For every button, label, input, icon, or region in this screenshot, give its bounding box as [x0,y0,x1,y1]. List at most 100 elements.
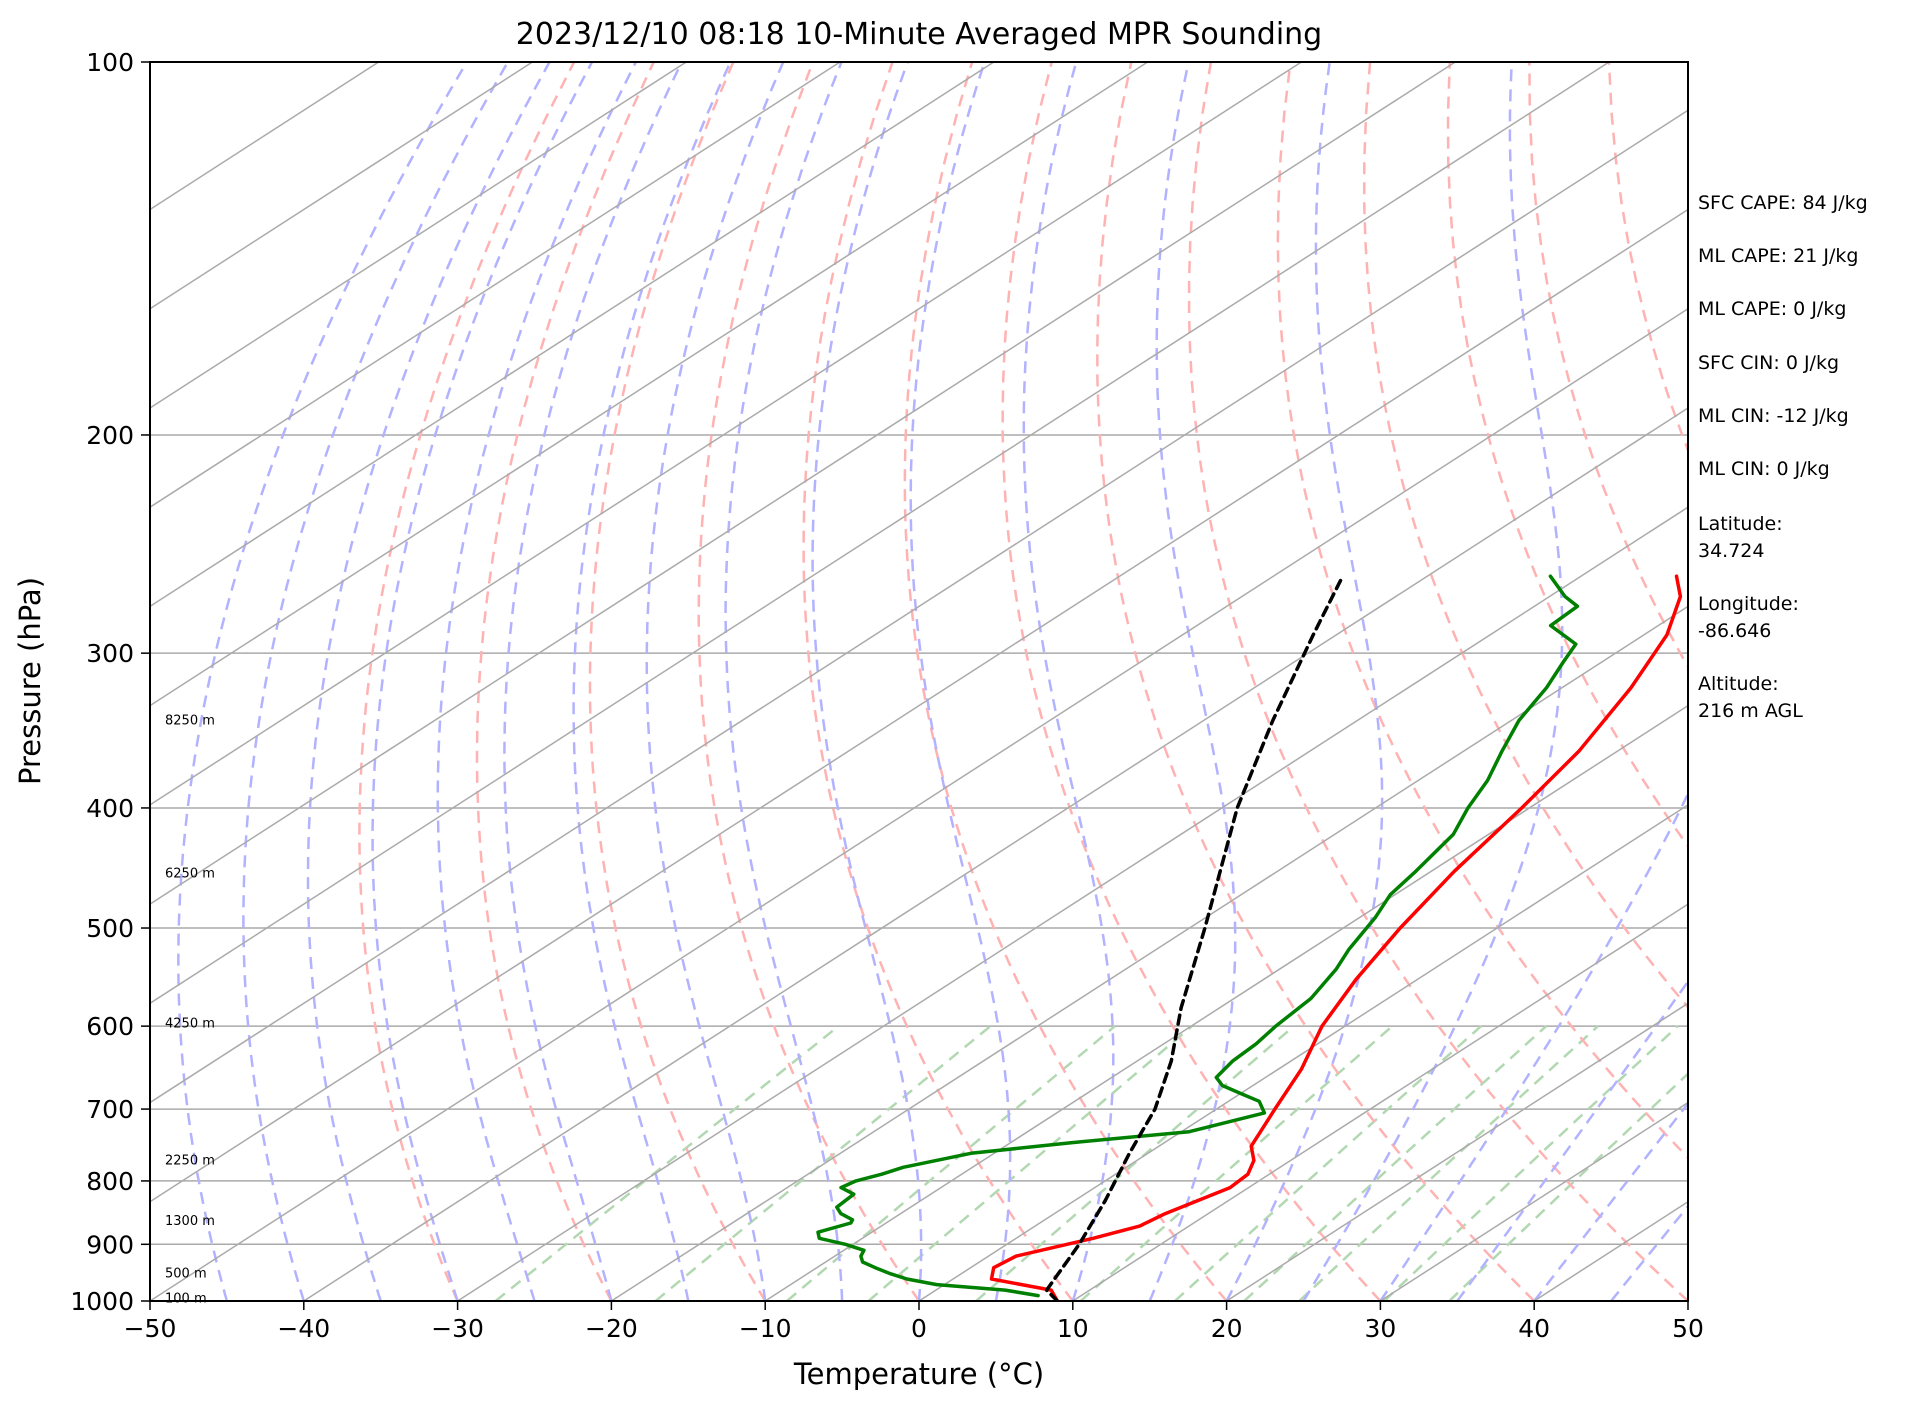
moist-adiabat-line [724,62,844,1301]
moist-adiabat-line [572,62,732,1301]
pressure-gridlines [150,434,1688,1246]
moist-adiabat-line [242,62,509,1301]
isotherm-line [150,62,841,509]
dry-adiabat-line [475,62,655,1301]
info-annotation: 216 m AGL [1698,700,1803,722]
isotherm-line [1072,903,1688,1301]
isotherm-line [150,307,1688,1301]
dry-adiabat-lines [358,62,1688,1301]
x-tick-label: −50 [124,1314,177,1343]
mixing-ratio-line [1079,1025,1394,1301]
height-label: 4250 m [165,1016,215,1031]
info-annotation: ML CAPE: 21 J/kg [1698,245,1858,267]
y-tick-label: 800 [86,1167,134,1196]
height-label: 2250 m [165,1153,215,1168]
moist-adiabat-line [371,62,594,1301]
x-tick-label: −30 [431,1314,484,1343]
chart-title: 2023/12/10 08:18 10-Minute Averaged MPR … [516,17,1322,52]
sounding-series-line-2 [816,574,1580,1298]
info-annotation: 34.724 [1698,540,1764,562]
isotherm-line [150,62,1302,806]
y-tick-label: 500 [86,914,134,943]
height-label: 6250 m [165,867,215,882]
moist-adiabat-line [177,62,468,1301]
dry-adiabat-line [1362,62,1688,1010]
mixing-ratio-line [654,1025,992,1301]
info-annotation: -86.646 [1698,620,1771,642]
info-annotation: SFC CAPE: 84 J/kg [1698,192,1868,214]
y-tick-label: 400 [86,794,134,823]
y-tick-label: 1000 [70,1287,134,1316]
height-label: 500 m [165,1266,207,1281]
isotherm-line [610,605,1688,1301]
x-tick-label: −40 [277,1314,330,1343]
dry-adiabat-line [802,62,1074,1301]
dry-adiabat-line [1187,62,1688,1301]
isotherm-line [1226,1002,1688,1301]
y-tick-label: 300 [86,639,134,668]
height-label: 100 m [165,1291,207,1306]
dry-adiabat-line [588,62,767,1301]
isotherm-line [150,62,995,608]
dry-adiabat-line [697,62,921,1301]
dry-adiabat-line [358,62,576,1301]
info-annotation: SFC CIN: 0 J/kg [1698,352,1839,374]
isotherm-line [150,208,1688,1203]
moist-adiabat-line [1148,62,1237,1301]
moist-adiabat-line [503,62,683,1301]
info-annotation: ML CIN: 0 J/kg [1698,458,1830,480]
y-axis-label: Pressure (hPa) [13,577,47,785]
dry-adiabat-line [903,62,1228,1301]
y-tick-label: 700 [86,1095,134,1124]
moist-adiabat-line [436,62,638,1301]
x-tick-label: 0 [911,1314,927,1343]
moist-adiabat-line [1456,979,1688,1301]
mixing-ratio-line [786,1025,1116,1301]
sounding-series-line-3 [1044,574,1345,1301]
x-tick-label: 50 [1672,1314,1704,1343]
isotherm-lines [150,62,1688,1301]
height-label: 8250 m [165,714,215,729]
y-axis: 100 200 300 400 500 600 700 800 900 1000 [70,48,150,1316]
mixing-ratio-line [1243,1025,1548,1301]
moist-adiabat-line [306,62,551,1301]
info-annotation: Longitude: [1698,593,1799,615]
x-tick-label: 40 [1518,1314,1550,1343]
y-tick-label: 900 [86,1230,134,1259]
dry-adiabat-line [1446,62,1688,849]
info-annotation: Latitude: [1698,513,1783,535]
x-tick-label: −20 [585,1314,638,1343]
isotherm-line [457,506,1688,1301]
plot-area [150,62,1688,1301]
y-tick-label: 200 [86,421,134,450]
height-label: 1300 m [165,1214,215,1229]
moist-adiabat-line [1302,62,1564,1301]
moist-adiabat-line [1533,1101,1688,1301]
x-tick-label: −10 [739,1314,792,1343]
y-tick-label: 600 [86,1012,134,1041]
isotherm-line [150,62,1149,707]
info-panel: SFC CAPE: 84 J/kg ML CAPE: 21 J/kg ML CAPE… [1698,192,1868,722]
isotherm-line [150,62,687,409]
moist-adiabat-line [645,62,785,1301]
info-annotation: ML CAPE: 0 J/kg [1698,298,1846,320]
mixing-ratio-line [1174,1025,1482,1301]
moist-adiabat-line [811,62,923,1301]
moist-adiabat-line [1379,790,1688,1301]
moist-adiabat-line [909,62,1012,1301]
dry-adiabat-line [1001,62,1382,1301]
x-tick-label: 20 [1211,1314,1243,1343]
isotherm-line [150,109,1688,1104]
x-axis: −50 −40 −30 −20 −10 0 10 20 30 40 50 [124,1301,1704,1343]
isotherm-line [150,62,1610,1005]
dry-adiabat-line [1096,62,1536,1301]
isotherm-line [303,407,1688,1301]
x-tick-label: 10 [1057,1314,1089,1343]
sounding-series [816,574,1683,1301]
isotherm-line [150,62,533,310]
height-labels: 100 m 500 m 1300 m 2250 m 4250 m 6250 m 8250 m [165,714,215,1307]
x-tick-label: 30 [1364,1314,1396,1343]
info-annotation: Altitude: [1698,673,1779,695]
